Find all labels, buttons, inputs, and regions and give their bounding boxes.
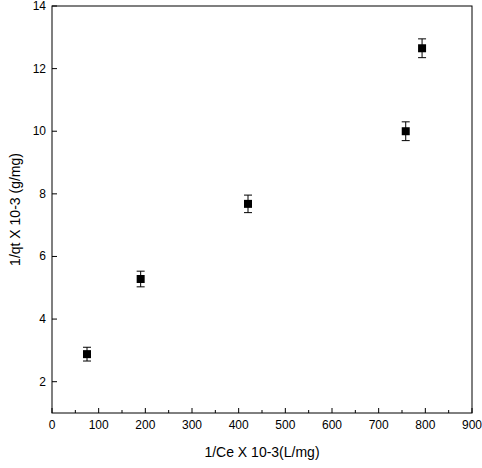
x-minor-tick <box>402 410 403 413</box>
x-tick-label: 700 <box>369 418 389 432</box>
x-minor-tick <box>448 410 449 413</box>
x-axis-label: 1/Ce X 10-3(L/mg) <box>204 444 319 460</box>
x-tick <box>98 408 99 413</box>
y-tick <box>52 256 57 257</box>
point <box>83 350 91 358</box>
x-tick <box>472 408 473 413</box>
y-tick <box>52 319 57 320</box>
x-minor-tick <box>215 410 216 413</box>
y-axis-label: 1/qt X 10-3 (g/mg) <box>7 153 23 266</box>
x-tick-label: 100 <box>89 418 109 432</box>
y-tick <box>52 68 57 69</box>
error-bar <box>418 39 426 58</box>
x-tick-label: 800 <box>415 418 435 432</box>
point <box>418 44 426 52</box>
x-tick-label: 900 <box>462 418 482 432</box>
data-group <box>83 39 426 361</box>
x-tick <box>238 408 239 413</box>
x-tick-label: 300 <box>182 418 202 432</box>
error-bar <box>244 195 252 213</box>
x-tick-label: 500 <box>275 418 295 432</box>
y-tick <box>52 193 57 194</box>
x-minor-tick <box>75 410 76 413</box>
y-tick-label: 6 <box>39 249 46 263</box>
x-tick-label: 0 <box>49 418 56 432</box>
y-tick <box>52 131 57 132</box>
y-tick-label: 2 <box>39 375 46 389</box>
y-tick <box>52 381 57 382</box>
error-bar <box>137 271 145 287</box>
x-tick <box>378 408 379 413</box>
x-tick <box>285 408 286 413</box>
x-minor-tick <box>262 410 263 413</box>
x-minor-tick <box>122 410 123 413</box>
y-tick-label: 8 <box>39 187 46 201</box>
x-tick-label: 600 <box>322 418 342 432</box>
x-tick <box>332 408 333 413</box>
x-tick-label: 400 <box>229 418 249 432</box>
chart: 0 100 200 300 400 500 600 700 800 900 2 4 6 8 10 12 14 1/… <box>0 0 482 468</box>
y-tick-label: 10 <box>33 124 47 138</box>
y-tick-label: 12 <box>33 62 47 76</box>
y-tick <box>52 6 57 7</box>
x-minor-tick <box>355 410 356 413</box>
x-minor-tick <box>168 410 169 413</box>
x-minor-tick <box>308 410 309 413</box>
point <box>402 127 410 135</box>
x-tick <box>52 408 53 413</box>
error-bar <box>83 347 91 361</box>
y-tick-label: 14 <box>33 0 47 13</box>
x-tick-label: 200 <box>135 418 155 432</box>
point <box>244 200 252 208</box>
plot-frame <box>52 6 472 413</box>
error-bar <box>402 122 410 141</box>
x-tick <box>425 408 426 413</box>
point <box>137 275 145 283</box>
y-tick-label: 4 <box>39 312 46 326</box>
x-tick <box>145 408 146 413</box>
x-tick <box>192 408 193 413</box>
